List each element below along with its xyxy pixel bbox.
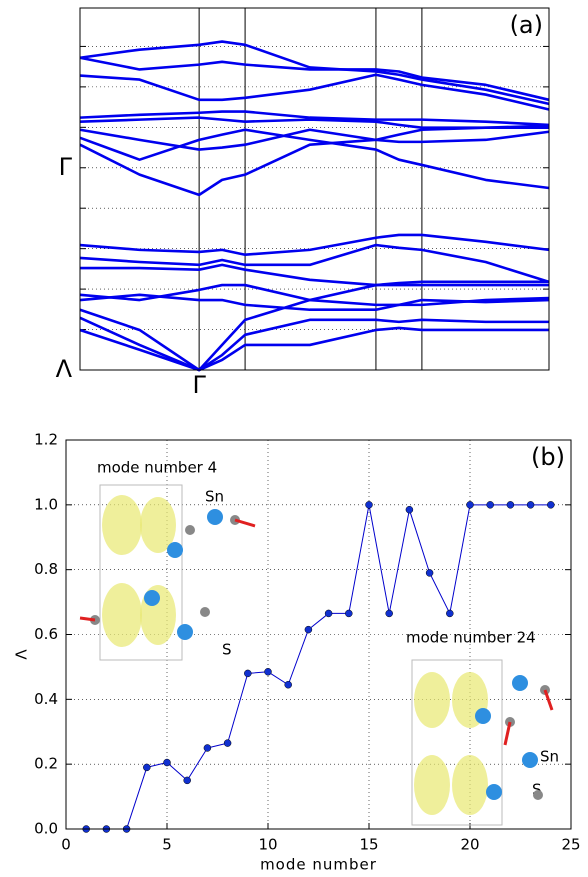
band <box>79 326 549 372</box>
atom-sn <box>207 509 223 525</box>
data-point <box>163 758 171 767</box>
displacement-arrow <box>503 721 512 746</box>
density-lobe <box>414 672 450 728</box>
y-tick-label: 1.0 <box>34 495 58 513</box>
band <box>79 110 550 127</box>
x-tick-label: 5 <box>162 836 172 854</box>
density-lobe <box>414 755 450 815</box>
x-tick-label: 15 <box>359 836 378 854</box>
x-axis-label: mode number <box>260 856 377 874</box>
annotation: mode number 4 <box>97 459 217 477</box>
data-point <box>304 625 313 634</box>
band <box>79 56 550 102</box>
data-point <box>264 668 272 676</box>
data-point <box>183 776 191 785</box>
y-tick-label: Γ <box>59 153 73 181</box>
band <box>79 233 550 257</box>
atom-s <box>185 525 195 535</box>
annotation: Sn <box>540 748 559 766</box>
annotation: S <box>532 781 542 799</box>
band <box>79 293 550 312</box>
band <box>80 263 549 287</box>
density-lobe <box>452 755 488 815</box>
annotation: S <box>222 641 232 659</box>
displacement-arrow <box>234 518 256 528</box>
density-lobe <box>102 495 142 555</box>
plot-frame <box>65 439 572 830</box>
band <box>79 316 549 372</box>
data-point <box>446 609 454 618</box>
panel-label: (b) <box>531 443 565 471</box>
data-point <box>385 609 393 618</box>
band <box>79 243 550 284</box>
atom-sn <box>167 542 183 558</box>
data-point <box>547 501 555 509</box>
band <box>79 73 550 111</box>
band <box>79 116 549 130</box>
y-tick-label: Λ <box>56 355 73 383</box>
data-point <box>244 669 252 678</box>
atom-sn <box>144 590 160 606</box>
x-tick-label: 10 <box>258 836 277 854</box>
atom-sn <box>486 784 502 800</box>
y-tick-label: 0.0 <box>34 820 58 838</box>
data-point <box>203 744 212 752</box>
data-point <box>365 501 373 509</box>
y-axis-label: Λ <box>13 649 31 660</box>
data-point <box>345 609 353 618</box>
x-tick-label: 0 <box>61 836 71 854</box>
band <box>79 40 550 106</box>
x-tick-label: Γ <box>192 371 206 399</box>
y-tick-label: 0.6 <box>34 625 58 643</box>
data-point <box>324 609 333 618</box>
atom-sn <box>522 752 538 768</box>
cell-box <box>99 484 183 661</box>
data-point <box>223 739 232 747</box>
y-tick-label: 0.2 <box>34 755 58 773</box>
band <box>79 124 550 197</box>
plot-frame <box>79 7 550 371</box>
data-point <box>486 501 494 509</box>
data-point <box>466 501 474 509</box>
data-point <box>506 501 515 509</box>
structure-insets <box>79 484 554 826</box>
atom-sn <box>475 708 491 724</box>
density-lobe <box>102 583 142 647</box>
data-point <box>284 680 292 689</box>
data-point <box>143 763 151 772</box>
atom-sn <box>512 675 528 691</box>
y-tick-label: 1.2 <box>34 431 58 449</box>
displacement-arrow <box>543 689 554 711</box>
band <box>79 280 549 372</box>
data-point <box>405 505 414 514</box>
density-lobe <box>140 497 176 553</box>
band <box>79 128 550 190</box>
data-point <box>425 569 434 577</box>
atom-sn <box>177 624 193 640</box>
y-tick-label: 0.4 <box>34 690 58 708</box>
x-tick-label: 25 <box>561 836 580 854</box>
annotation: mode number 24 <box>406 629 536 647</box>
annotation: Sn <box>205 488 224 506</box>
atom-s <box>200 607 210 617</box>
atom-s <box>533 790 543 800</box>
panel-label: (a) <box>510 11 543 39</box>
x-tick-label: 20 <box>460 836 479 854</box>
y-tick-label: 0.8 <box>34 560 58 578</box>
cell-box <box>411 659 503 826</box>
displacement-arrow <box>79 616 96 622</box>
data-point <box>526 501 535 509</box>
